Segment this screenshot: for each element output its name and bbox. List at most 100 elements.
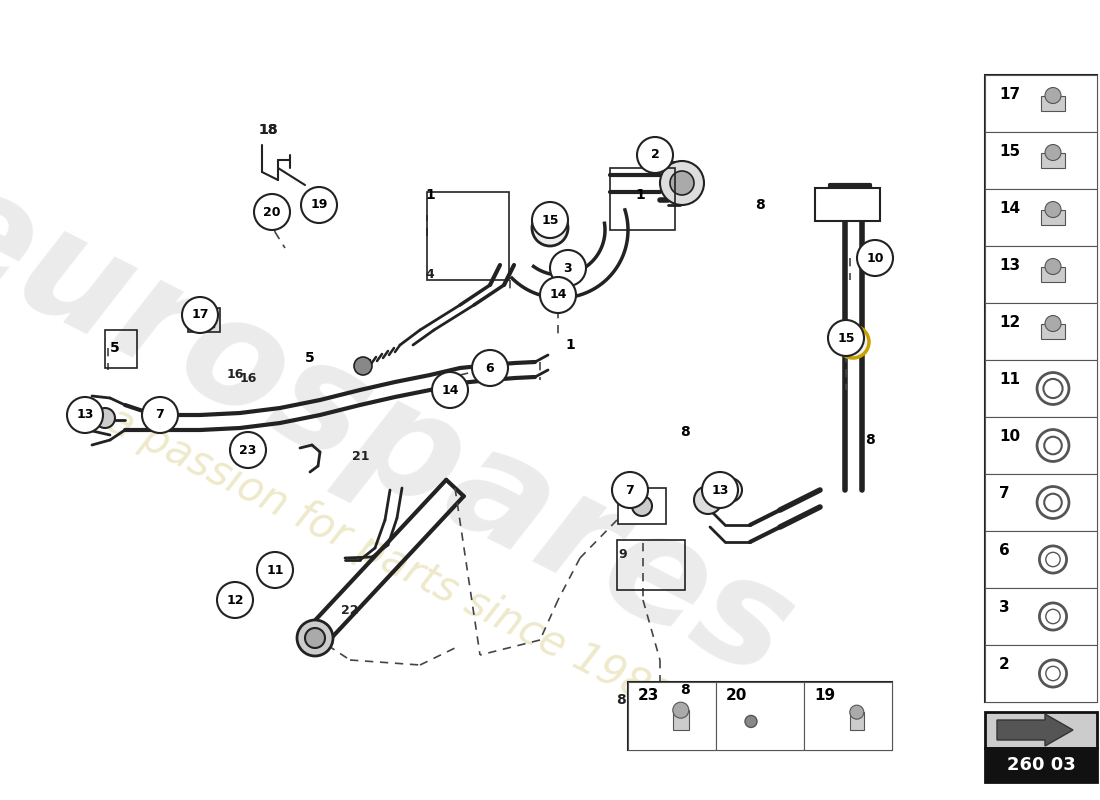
Circle shape: [354, 357, 372, 375]
Bar: [984, 588, 1097, 645]
Text: 8: 8: [755, 198, 764, 212]
Bar: [984, 712, 1097, 749]
Circle shape: [718, 478, 743, 502]
Text: 12: 12: [999, 315, 1021, 330]
Text: 11: 11: [999, 373, 1020, 387]
Circle shape: [1045, 315, 1062, 331]
Bar: [984, 474, 1097, 531]
Bar: [984, 531, 1097, 588]
Circle shape: [432, 372, 468, 408]
Circle shape: [660, 161, 704, 205]
Bar: [804, 682, 892, 750]
Bar: [673, 710, 689, 730]
Text: 1: 1: [635, 188, 645, 202]
Text: 5: 5: [110, 341, 120, 355]
Bar: [1041, 323, 1065, 339]
Circle shape: [182, 297, 218, 333]
Text: 10: 10: [867, 251, 883, 265]
Text: 20: 20: [726, 689, 747, 703]
Bar: [618, 488, 666, 524]
Circle shape: [837, 326, 869, 358]
Circle shape: [305, 628, 324, 648]
Text: 14: 14: [441, 383, 459, 397]
Text: 1: 1: [425, 188, 435, 202]
Text: 2: 2: [650, 149, 659, 162]
Text: 5: 5: [305, 351, 315, 365]
Circle shape: [857, 240, 893, 276]
Text: 8: 8: [680, 425, 690, 439]
Text: 19: 19: [310, 198, 328, 211]
Text: 16: 16: [240, 371, 256, 385]
Bar: [427, 192, 509, 280]
Text: 18: 18: [258, 123, 277, 137]
Circle shape: [673, 702, 689, 718]
Circle shape: [612, 472, 648, 508]
Circle shape: [637, 137, 673, 173]
Text: 1: 1: [565, 338, 575, 352]
Text: 15: 15: [999, 145, 1020, 159]
Circle shape: [540, 277, 576, 313]
Bar: [850, 712, 864, 730]
Circle shape: [1045, 87, 1062, 103]
Circle shape: [828, 320, 864, 356]
Bar: [610, 168, 675, 230]
Text: 4: 4: [426, 269, 434, 282]
Bar: [984, 303, 1097, 360]
Text: 23: 23: [240, 443, 256, 457]
Text: 19: 19: [814, 689, 835, 703]
Text: 15: 15: [837, 331, 855, 345]
Text: 9: 9: [618, 549, 627, 562]
Bar: [1041, 266, 1065, 282]
Text: 11: 11: [266, 563, 284, 577]
Bar: [188, 308, 220, 332]
Circle shape: [217, 582, 253, 618]
Bar: [984, 645, 1097, 702]
Text: 23: 23: [638, 689, 659, 703]
Text: 16: 16: [227, 369, 244, 382]
Text: 7: 7: [999, 486, 1010, 502]
Circle shape: [1045, 258, 1062, 274]
Text: 8: 8: [680, 683, 690, 697]
Bar: [617, 540, 685, 590]
Circle shape: [1045, 202, 1062, 218]
Text: 2: 2: [999, 658, 1010, 673]
Circle shape: [540, 218, 560, 238]
Bar: [984, 132, 1097, 189]
Bar: [984, 246, 1097, 303]
Circle shape: [850, 705, 864, 719]
Text: 15: 15: [541, 214, 559, 226]
Circle shape: [142, 397, 178, 433]
Text: 6: 6: [999, 543, 1010, 558]
Circle shape: [95, 408, 116, 428]
Text: 20: 20: [263, 206, 280, 218]
Text: 12: 12: [227, 594, 244, 606]
Circle shape: [257, 552, 293, 588]
Bar: [104, 330, 138, 368]
Bar: [984, 417, 1097, 474]
Circle shape: [532, 202, 568, 238]
Circle shape: [745, 715, 757, 727]
Circle shape: [67, 397, 103, 433]
Circle shape: [632, 496, 652, 516]
Circle shape: [306, 191, 334, 219]
Bar: [984, 749, 1097, 782]
Bar: [1041, 153, 1065, 169]
Circle shape: [694, 486, 722, 514]
Circle shape: [472, 350, 508, 386]
Bar: [628, 682, 716, 750]
Circle shape: [845, 334, 861, 350]
Bar: [716, 682, 804, 750]
Text: 13: 13: [999, 258, 1020, 274]
Bar: [984, 360, 1097, 417]
Text: 14: 14: [999, 202, 1020, 217]
Circle shape: [297, 620, 333, 656]
Circle shape: [550, 250, 586, 286]
Circle shape: [258, 198, 286, 226]
Bar: [984, 75, 1097, 702]
Circle shape: [301, 187, 337, 223]
Bar: [984, 75, 1097, 132]
Circle shape: [532, 210, 568, 246]
Bar: [628, 682, 892, 750]
Text: 21: 21: [352, 450, 370, 463]
Text: 8: 8: [865, 433, 874, 447]
